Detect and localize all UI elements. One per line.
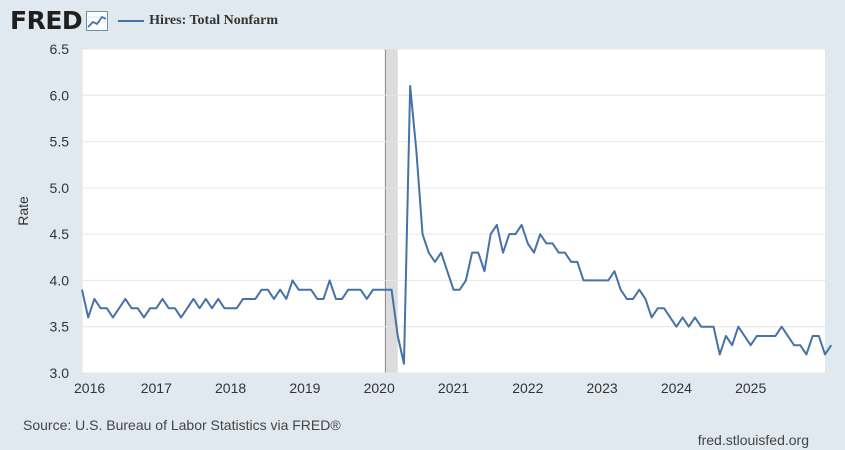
y-tick-labels: 3.0 3.5 4.0 4.5 5.0 5.5 6.0 6.5 xyxy=(50,41,70,381)
legend-series-label: Hires: Total Nonfarm xyxy=(149,13,279,28)
x-tick-label: 2021 xyxy=(438,380,469,396)
series-line-layer xyxy=(81,85,833,365)
site-credit[interactable]: fred.stlouisfed.org xyxy=(697,432,809,448)
chart-legend: Hires: Total Nonfarm xyxy=(118,13,278,29)
x-tick-label: 2016 xyxy=(74,380,105,396)
y-tick-label: 3.5 xyxy=(50,319,70,335)
line-chart: 3.03.54.04.55.05.56.06.5 2016 2017 2018 201… xyxy=(15,41,833,396)
plot-area xyxy=(82,49,825,373)
legend-swatch xyxy=(118,20,145,22)
x-tick-label: 2025 xyxy=(735,380,766,396)
recession-shading-bar xyxy=(385,49,398,373)
y-tick-label: 3.0 xyxy=(50,365,70,381)
x-tick-label: 2022 xyxy=(512,380,543,396)
x-tick-label: 2018 xyxy=(215,380,246,396)
line-graph-icon xyxy=(86,11,109,31)
y-tick-label: 6.5 xyxy=(50,41,70,57)
y-tick-label: 5.0 xyxy=(50,180,70,196)
chart-header: FRED Hires: Total Nonfarm xyxy=(10,6,278,36)
x-tick-label: 2017 xyxy=(141,380,172,396)
series-line-hires[interactable] xyxy=(81,85,833,365)
x-tick-label: 2024 xyxy=(661,380,692,396)
source-note: Source: U.S. Bureau of Labor Statistics … xyxy=(23,417,341,433)
y-tick-label: 4.5 xyxy=(50,226,70,242)
x-tick-labels: 2016 2017 2018 2019 2020 2021 2022 2023 2024 2025 xyxy=(74,380,766,396)
grid-lines xyxy=(81,48,825,374)
x-tick-label: 2020 xyxy=(364,380,395,396)
y-tick-label: 4.0 xyxy=(50,272,70,288)
x-tick-label: 2023 xyxy=(587,380,618,396)
recession-shading-layer xyxy=(384,49,398,373)
y-tick-label: 5.5 xyxy=(50,134,70,150)
x-tick-label: 2019 xyxy=(289,380,320,396)
y-tick-label: 6.0 xyxy=(50,87,70,103)
fred-logo[interactable]: FRED xyxy=(10,6,83,35)
y-axis-label: Rate xyxy=(15,196,31,226)
